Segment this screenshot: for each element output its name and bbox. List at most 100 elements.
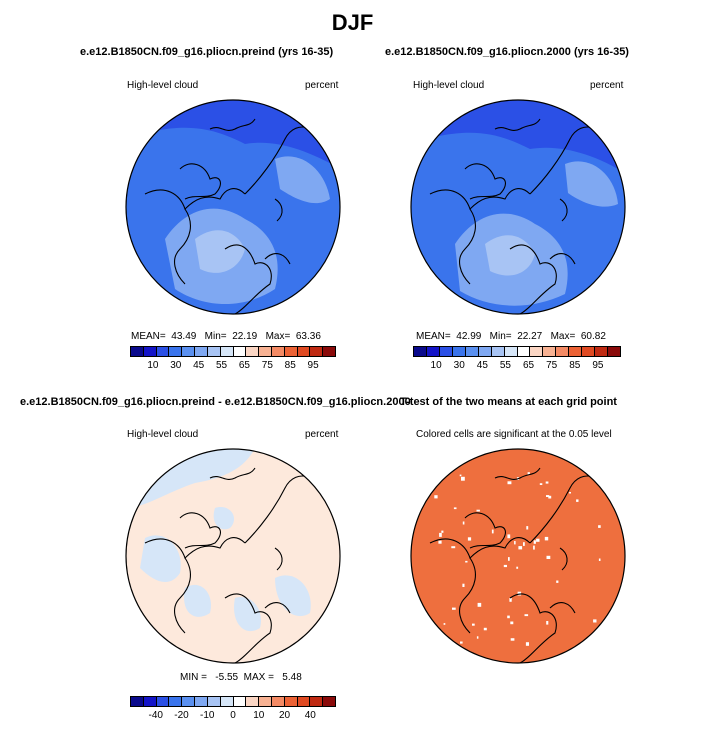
units-label: percent <box>590 80 624 91</box>
colorbar-swatch <box>195 347 208 356</box>
insignificant-cell <box>477 602 482 607</box>
map-fill-diff-blue <box>213 507 235 530</box>
colorbar-ticks-difference: -40 -20 -10 0 10 20 40 <box>130 710 336 722</box>
colorbar-swatch <box>246 347 260 356</box>
insignificant-cell <box>507 615 510 619</box>
panel-title-ttest: T-test of the two means at each grid poi… <box>400 396 617 408</box>
map-fill-light <box>565 161 618 207</box>
colorbar-tick-label: 30 <box>170 360 182 371</box>
colorbar-tick-label: 0 <box>230 710 236 721</box>
insignificant-cell <box>441 530 444 533</box>
colorbar-swatch <box>131 347 144 356</box>
variable-label: High-level cloud <box>127 429 199 440</box>
colorbar-swatch <box>169 347 183 356</box>
map-fill-ttest <box>411 449 625 663</box>
colorbar-swatch <box>595 347 609 356</box>
insignificant-cell <box>476 509 480 512</box>
coastlines <box>429 118 596 314</box>
colorbar-tick-label: 85 <box>284 360 296 371</box>
coastlines <box>429 467 596 663</box>
colorbar-swatch <box>569 347 583 356</box>
colorbar-swatch <box>259 347 272 356</box>
colorbar-swatch <box>220 347 234 356</box>
colorbar-swatch <box>271 347 285 356</box>
variable-label: High-level cloud <box>127 80 199 91</box>
colorbar-ticks-right: 10 30 45 55 65 75 85 95 <box>413 360 621 372</box>
insignificant-cells <box>434 472 601 646</box>
colorbar-swatch <box>297 697 311 706</box>
colorbar-tick-label: 75 <box>546 360 558 371</box>
insignificant-cell <box>460 641 463 644</box>
units-label: percent <box>305 429 339 440</box>
colorbar-swatch <box>491 347 505 356</box>
insignificant-cell <box>544 536 549 541</box>
colorbar-swatch <box>284 347 298 356</box>
colorbar-tick-label: 95 <box>592 360 604 371</box>
colorbar-swatch <box>439 347 453 356</box>
colorbar-swatch <box>195 697 208 706</box>
map-stats-preind: MEAN= 43.49 Min= 22.19 Max= 63.36 <box>131 331 321 342</box>
colorbar-difference <box>130 696 336 707</box>
colorbar-tick-label: 10 <box>430 360 442 371</box>
polar-map-2000 <box>410 99 626 315</box>
colorbar-tick-label: 45 <box>193 360 205 371</box>
colorbar-swatch <box>271 697 285 706</box>
colorbar-tick-label: 10 <box>253 710 265 721</box>
map-fill-pale <box>195 230 245 273</box>
colorbar-swatch <box>131 697 144 706</box>
insignificant-cell <box>524 614 529 617</box>
colorbar-tick-label: 65 <box>238 360 250 371</box>
colorbar-swatch <box>323 697 335 706</box>
polar-map-ttest <box>410 448 626 664</box>
map-fill-dark <box>411 100 625 174</box>
insignificant-cell <box>576 499 579 502</box>
insignificant-cell <box>527 472 530 475</box>
colorbar-swatch <box>284 697 298 706</box>
colorbar-swatch <box>452 347 466 356</box>
insignificant-cell <box>546 621 549 625</box>
insignificant-cell <box>548 495 552 499</box>
map-stats-difference: MIN = -5.55 MAX = 5.48 <box>180 672 302 683</box>
colorbar-swatch <box>504 347 518 356</box>
colorbar-swatch <box>259 697 272 706</box>
units-label: percent <box>305 80 339 91</box>
insignificant-cell <box>598 558 601 561</box>
figure-title: DJF <box>331 10 374 35</box>
insignificant-cell <box>491 529 494 534</box>
colorbar-tick-label: 75 <box>261 360 273 371</box>
panel-title-2000: e.e12.B1850CN.f09_g16.pliocn.2000 (yrs 1… <box>385 46 629 58</box>
colorbar-tick-label: -40 <box>148 710 163 721</box>
colorbar-swatch <box>156 347 170 356</box>
colorbar-absolute-right <box>413 346 621 357</box>
ttest-subtitle: Colored cells are significant at the 0.0… <box>416 429 612 440</box>
colorbar-tick-label: 85 <box>569 360 581 371</box>
insignificant-cell <box>462 583 465 587</box>
insignificant-cell <box>525 642 529 646</box>
insignificant-cell <box>546 495 550 497</box>
colorbar-swatch <box>465 347 479 356</box>
insignificant-cell <box>467 537 472 541</box>
insignificant-cell <box>453 507 457 510</box>
colorbar-swatch <box>310 347 324 356</box>
map-fill-light <box>275 156 330 204</box>
colorbar-swatch <box>323 347 335 356</box>
insignificant-cell <box>439 532 442 537</box>
colorbar-tick-label: 10 <box>147 360 159 371</box>
colorbar-tick-label: 20 <box>278 710 291 721</box>
colorbar-swatch <box>310 697 324 706</box>
colorbar-swatch <box>246 697 260 706</box>
insignificant-cell <box>510 621 514 625</box>
insignificant-cell <box>507 481 512 485</box>
colorbar-swatch <box>556 347 570 356</box>
insignificant-cell <box>451 546 456 549</box>
insignificant-cell <box>472 623 475 626</box>
insignificant-cell <box>462 521 465 525</box>
colorbar-swatch <box>233 697 247 706</box>
colorbar-tick-label: -10 <box>200 710 215 721</box>
panel-title-preind: e.e12.B1850CN.f09_g16.pliocn.preind (yrs… <box>80 46 334 58</box>
variable-label: High-level cloud <box>413 80 485 91</box>
colorbar-swatch <box>233 347 247 356</box>
insignificant-cell <box>545 481 549 484</box>
insignificant-cell <box>507 534 511 539</box>
insignificant-cell <box>503 564 507 568</box>
